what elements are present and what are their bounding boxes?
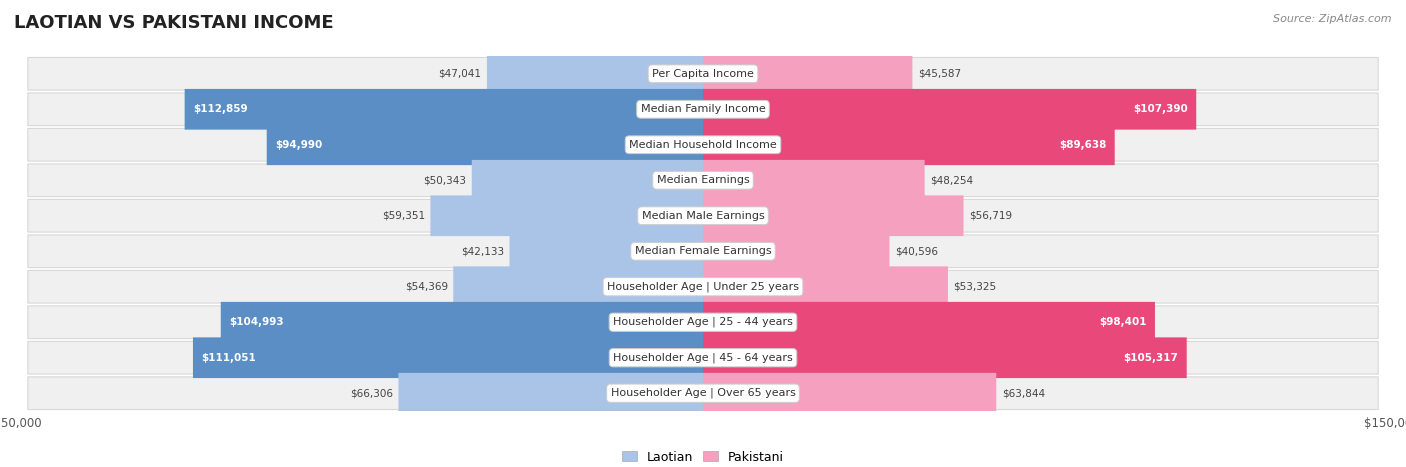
FancyBboxPatch shape [703, 195, 963, 236]
Text: $42,133: $42,133 [461, 246, 503, 256]
Text: Median Household Income: Median Household Income [628, 140, 778, 150]
FancyBboxPatch shape [703, 337, 1187, 378]
Text: $48,254: $48,254 [931, 175, 973, 185]
Text: $98,401: $98,401 [1099, 317, 1147, 327]
FancyBboxPatch shape [267, 124, 703, 165]
Text: $50,343: $50,343 [423, 175, 467, 185]
Text: $107,390: $107,390 [1133, 104, 1188, 114]
FancyBboxPatch shape [703, 89, 1197, 130]
Text: Median Family Income: Median Family Income [641, 104, 765, 114]
Text: $47,041: $47,041 [439, 69, 481, 79]
FancyBboxPatch shape [28, 93, 1378, 126]
FancyBboxPatch shape [703, 160, 925, 201]
Text: $53,325: $53,325 [953, 282, 997, 292]
Text: $105,317: $105,317 [1123, 353, 1178, 363]
Text: $54,369: $54,369 [405, 282, 447, 292]
FancyBboxPatch shape [28, 377, 1378, 410]
FancyBboxPatch shape [28, 128, 1378, 161]
FancyBboxPatch shape [28, 270, 1378, 303]
Text: $63,844: $63,844 [1001, 388, 1045, 398]
Text: $66,306: $66,306 [350, 388, 392, 398]
FancyBboxPatch shape [703, 266, 948, 307]
Text: $112,859: $112,859 [193, 104, 247, 114]
FancyBboxPatch shape [703, 53, 912, 94]
FancyBboxPatch shape [703, 124, 1115, 165]
FancyBboxPatch shape [703, 373, 997, 414]
FancyBboxPatch shape [486, 53, 703, 94]
FancyBboxPatch shape [28, 235, 1378, 268]
FancyBboxPatch shape [703, 231, 890, 272]
Text: Householder Age | Under 25 years: Householder Age | Under 25 years [607, 282, 799, 292]
FancyBboxPatch shape [193, 337, 703, 378]
Text: Householder Age | 25 - 44 years: Householder Age | 25 - 44 years [613, 317, 793, 327]
FancyBboxPatch shape [28, 199, 1378, 232]
Text: $45,587: $45,587 [918, 69, 962, 79]
Text: $89,638: $89,638 [1059, 140, 1107, 150]
Text: Per Capita Income: Per Capita Income [652, 69, 754, 79]
Text: $56,719: $56,719 [969, 211, 1012, 221]
FancyBboxPatch shape [472, 160, 703, 201]
FancyBboxPatch shape [509, 231, 703, 272]
Legend: Laotian, Pakistani: Laotian, Pakistani [617, 446, 789, 467]
FancyBboxPatch shape [703, 302, 1154, 343]
FancyBboxPatch shape [28, 164, 1378, 197]
Text: Median Male Earnings: Median Male Earnings [641, 211, 765, 221]
FancyBboxPatch shape [184, 89, 703, 130]
Text: $40,596: $40,596 [896, 246, 938, 256]
Text: $59,351: $59,351 [382, 211, 425, 221]
FancyBboxPatch shape [221, 302, 703, 343]
Text: Median Female Earnings: Median Female Earnings [634, 246, 772, 256]
Text: $104,993: $104,993 [229, 317, 284, 327]
Text: Householder Age | 45 - 64 years: Householder Age | 45 - 64 years [613, 353, 793, 363]
Text: LAOTIAN VS PAKISTANI INCOME: LAOTIAN VS PAKISTANI INCOME [14, 14, 333, 32]
FancyBboxPatch shape [453, 266, 703, 307]
FancyBboxPatch shape [28, 57, 1378, 90]
Text: Householder Age | Over 65 years: Householder Age | Over 65 years [610, 388, 796, 398]
FancyBboxPatch shape [28, 341, 1378, 374]
FancyBboxPatch shape [28, 306, 1378, 339]
Text: $111,051: $111,051 [201, 353, 256, 363]
Text: Median Earnings: Median Earnings [657, 175, 749, 185]
Text: Source: ZipAtlas.com: Source: ZipAtlas.com [1274, 14, 1392, 24]
Text: $94,990: $94,990 [276, 140, 322, 150]
FancyBboxPatch shape [398, 373, 703, 414]
FancyBboxPatch shape [430, 195, 703, 236]
